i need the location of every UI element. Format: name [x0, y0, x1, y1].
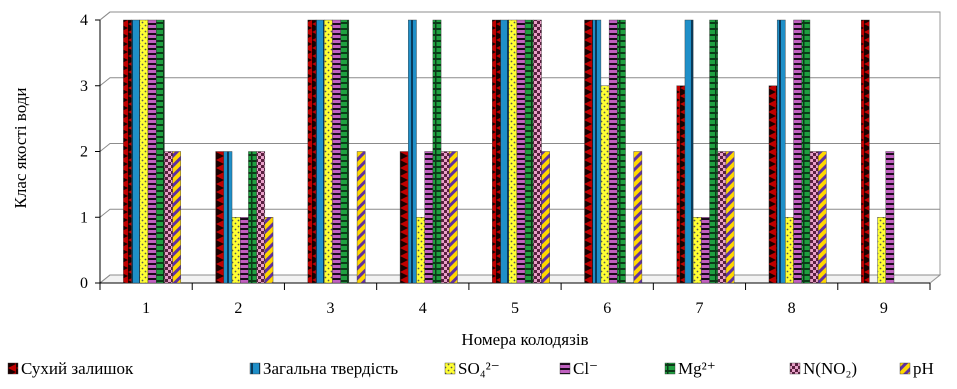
bar-3-1 — [139, 19, 149, 284]
gridline — [99, 274, 940, 284]
bar-2-7 — [684, 19, 694, 284]
y-tick-label: 3 — [80, 78, 88, 95]
bar-2-6 — [592, 19, 602, 284]
x-tick-label: 6 — [603, 300, 611, 317]
bar-3-7 — [692, 217, 702, 284]
bar-7-4 — [449, 151, 458, 284]
bar-7-2 — [264, 217, 274, 284]
bar-5-6 — [617, 19, 626, 284]
y-tick-label: 0 — [80, 275, 88, 292]
x-tick-label: 1 — [142, 300, 150, 317]
gridline — [99, 208, 940, 218]
y-tick-label: 4 — [80, 12, 88, 29]
y-tick-label: 2 — [80, 144, 88, 161]
bar-4-4 — [424, 151, 434, 284]
bar-1-1 — [123, 19, 132, 284]
bar-5-7 — [709, 19, 718, 284]
legend-label: Сухий залишок — [21, 359, 134, 378]
x-tick-label: 2 — [234, 300, 242, 317]
legend-swatch — [559, 362, 571, 375]
bar-7-3 — [356, 151, 366, 284]
bar-1-9 — [860, 19, 870, 284]
bar-2-8 — [776, 19, 786, 284]
bar-5-4 — [432, 19, 442, 284]
bar-4-7 — [701, 217, 710, 284]
legend-label: pH — [913, 359, 934, 378]
bar-1-7 — [676, 85, 686, 284]
bar-2-5 — [500, 19, 509, 284]
gridline — [99, 143, 940, 152]
bar-2-4 — [408, 19, 417, 284]
bar-4-9 — [885, 151, 895, 284]
bar-5-8 — [801, 19, 811, 284]
bar-3-8 — [785, 217, 794, 284]
legend-swatch — [444, 362, 456, 375]
legend-label: Mg²⁺ — [678, 359, 716, 378]
legend-label: Загальна твердість — [263, 359, 398, 378]
legend: Сухий залишок Загальна твердість SO₄²⁻ Cl⁻ M… — [7, 359, 934, 378]
bar-6-8 — [809, 151, 819, 284]
legend-label: SO₄²⁻ — [458, 359, 500, 378]
bar-7-6 — [633, 151, 643, 284]
bar-4-1 — [147, 19, 157, 284]
bar-1-5 — [492, 19, 501, 284]
bar-3-3 — [324, 19, 333, 284]
legend-swatch — [789, 362, 801, 375]
x-tick-label: 4 — [419, 300, 427, 317]
bar-1-6 — [584, 19, 593, 284]
bar-7-8 — [817, 151, 827, 284]
bar-2-3 — [315, 19, 325, 284]
bar-2-1 — [131, 19, 141, 284]
legend-swatch — [899, 362, 911, 375]
bar-5-5 — [524, 19, 534, 284]
legend-swatch — [249, 362, 261, 375]
legend-swatch — [7, 362, 19, 375]
bar-6-7 — [717, 151, 727, 284]
bar-1-3 — [307, 19, 317, 284]
bar-7-1 — [172, 151, 182, 284]
bar-1-4 — [399, 151, 409, 284]
x-axis-title: Номера колодязів — [461, 330, 588, 349]
bar-1-8 — [768, 85, 778, 284]
bar-5-2 — [248, 151, 257, 284]
x-tick-label: 5 — [511, 300, 519, 317]
legend-swatch — [664, 362, 676, 375]
y-axis-title: Клас якості води — [11, 88, 30, 209]
gridline — [99, 11, 940, 21]
bar-5-3 — [340, 19, 350, 284]
x-tick-label: 9 — [880, 300, 888, 317]
x-tick-label: 8 — [788, 300, 796, 317]
bar-3-6 — [600, 85, 610, 284]
bar-4-5 — [516, 19, 526, 284]
bar-3-9 — [877, 217, 886, 284]
bar-6-1 — [164, 151, 173, 284]
bar-3-4 — [416, 217, 425, 284]
bar-3-5 — [508, 19, 518, 284]
bar-5-1 — [156, 19, 165, 284]
x-tick-label: 7 — [695, 300, 703, 317]
bar-6-4 — [440, 151, 450, 284]
bar-6-2 — [256, 151, 266, 284]
legend-label: Cl⁻ — [573, 359, 598, 378]
bar-1-2 — [215, 151, 225, 284]
bar-7-5 — [541, 151, 550, 284]
bar-4-8 — [793, 19, 802, 284]
bar-4-6 — [608, 19, 618, 284]
legend-label: N(NO₂) — [803, 359, 857, 378]
bar-7-7 — [725, 151, 735, 284]
bar-4-3 — [332, 19, 341, 284]
x-tick-label: 3 — [327, 300, 335, 317]
y-tick-label: 1 — [80, 209, 88, 226]
bar-3-2 — [231, 217, 241, 284]
bar-2-2 — [223, 151, 233, 284]
bar-4-2 — [240, 217, 249, 284]
bar-6-5 — [533, 19, 542, 284]
gridline — [99, 77, 940, 87]
